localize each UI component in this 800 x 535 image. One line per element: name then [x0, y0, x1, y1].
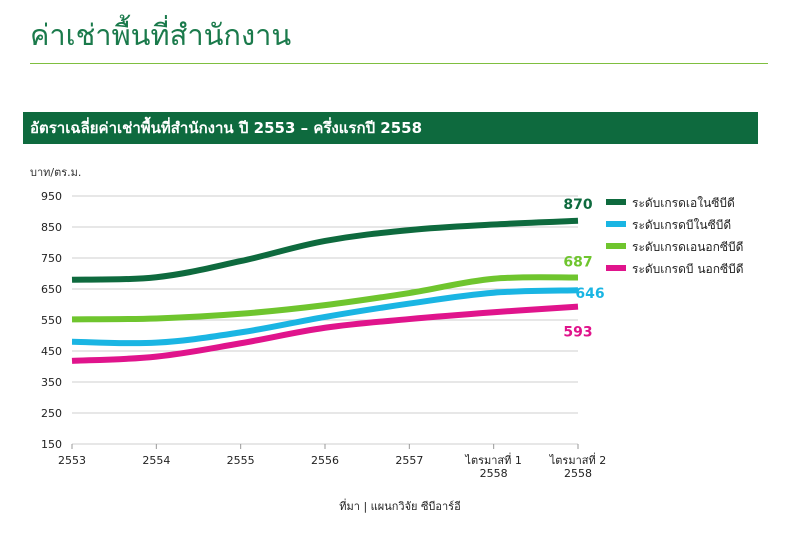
- y-tick-label: 250: [41, 407, 62, 420]
- x-tick-label: 2556: [311, 454, 339, 467]
- legend-label-2[interactable]: ระดับเกรดเอนอกซีบีดี: [632, 240, 743, 254]
- end-value-label-1: 646: [575, 286, 604, 302]
- x-tick-label-sub: 2558: [480, 467, 508, 480]
- data-labels: 870 646 687 593: [563, 197, 604, 341]
- y-tick-label: 750: [41, 252, 62, 265]
- series-line-3: [71, 303, 579, 364]
- chart-banner-title: อัตราเฉลี่ยค่าเช่าพื้นที่สำนักงาน ปี 255…: [23, 112, 758, 144]
- y-tick-label: 950: [41, 190, 62, 203]
- legend[interactable]: ระดับเกรดเอในซีบีดีระดับเกรดบีในซีบีดีระ…: [606, 196, 744, 276]
- gridlines: [72, 195, 578, 445]
- series-line-0: [71, 217, 579, 283]
- legend-label-0[interactable]: ระดับเกรดเอในซีบีดี: [632, 196, 735, 210]
- x-tick-label-sub: 2558: [564, 467, 592, 480]
- x-tick-label: ไตรมาสที่ 1: [464, 452, 521, 467]
- end-value-label-0: 870: [563, 197, 592, 213]
- x-tick-label: 2555: [227, 454, 255, 467]
- axes: บาท/ตร.ม. 150 250 350 450 550 650 750 850 950 2553…: [30, 166, 606, 480]
- y-tick-label: 650: [41, 283, 62, 296]
- legend-label-3[interactable]: ระดับเกรดบี นอกซีบีดี: [632, 262, 744, 276]
- y-tick-label: 150: [41, 438, 62, 451]
- y-tick-label: 850: [41, 221, 62, 234]
- x-tick-label: 2553: [58, 454, 86, 467]
- series-line-2: [71, 274, 579, 323]
- x-tick-label: 2554: [142, 454, 170, 467]
- end-value-label-3: 593: [563, 325, 592, 341]
- page-title: ค่าเช่าพื้นที่สำนักงาน: [30, 18, 292, 52]
- y-tick-label: 450: [41, 345, 62, 358]
- series-line-1: [71, 287, 579, 347]
- end-value-label-2: 687: [563, 255, 592, 271]
- y-axis-label: บาท/ตร.ม.: [30, 166, 81, 179]
- title-divider: [30, 63, 768, 64]
- y-tick-label: 550: [41, 314, 62, 327]
- y-tick-label: 350: [41, 376, 62, 389]
- series-lines: [71, 217, 579, 364]
- x-tick-label: 2557: [395, 454, 423, 467]
- source-note: ที่มา | แผนกวิจัย ซีบีอาร์อี: [339, 500, 461, 513]
- legend-label-1[interactable]: ระดับเกรดบีในซีบีดี: [632, 218, 731, 232]
- x-tick-label: ไตรมาสที่ 2: [549, 452, 606, 467]
